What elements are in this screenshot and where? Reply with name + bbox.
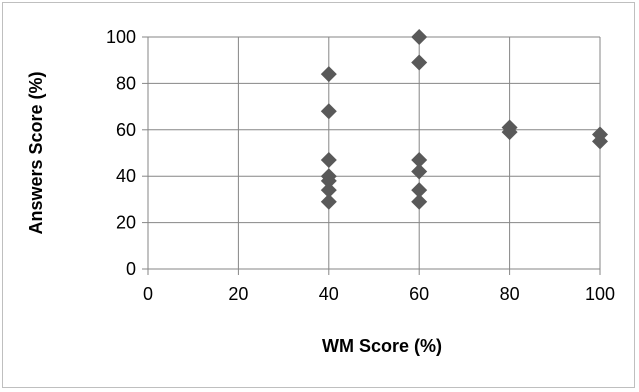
y-tick-label: 100 xyxy=(106,27,136,47)
x-tick-label: 80 xyxy=(500,284,520,304)
y-tick-labels: 0 20 40 60 80 100 xyxy=(106,27,136,279)
y-tick-label: 80 xyxy=(116,73,136,93)
y-axis-title: Answers Score (%) xyxy=(26,71,46,234)
data-point xyxy=(411,29,428,45)
data-point xyxy=(320,172,337,189)
x-tick-label: 100 xyxy=(585,284,615,304)
data-point xyxy=(592,133,608,150)
y-tick-label: 60 xyxy=(116,120,136,140)
y-tick-label: 0 xyxy=(126,259,136,279)
data-point xyxy=(320,151,337,168)
data-point xyxy=(411,151,428,168)
data-point xyxy=(411,193,428,210)
data-point xyxy=(320,103,337,120)
data-point xyxy=(411,182,428,199)
x-axis-title: WM Score (%) xyxy=(322,336,442,356)
chart-area xyxy=(2,2,635,388)
axes xyxy=(142,36,601,275)
x-tick-label: 20 xyxy=(228,284,248,304)
y-tick-label: 20 xyxy=(116,213,136,233)
x-tick-label: 40 xyxy=(319,284,339,304)
data-point xyxy=(320,193,337,210)
x-tick-labels: 0 20 40 60 80 100 xyxy=(143,284,615,304)
data-point xyxy=(320,66,337,83)
data-point xyxy=(411,54,428,71)
gridlines xyxy=(148,36,601,269)
data-points xyxy=(320,29,608,210)
x-tick-label: 0 xyxy=(143,284,153,304)
data-point xyxy=(411,163,428,180)
data-point xyxy=(501,124,518,141)
x-tick-label: 60 xyxy=(409,284,429,304)
data-point xyxy=(320,182,337,199)
y-tick-label: 40 xyxy=(116,166,136,186)
